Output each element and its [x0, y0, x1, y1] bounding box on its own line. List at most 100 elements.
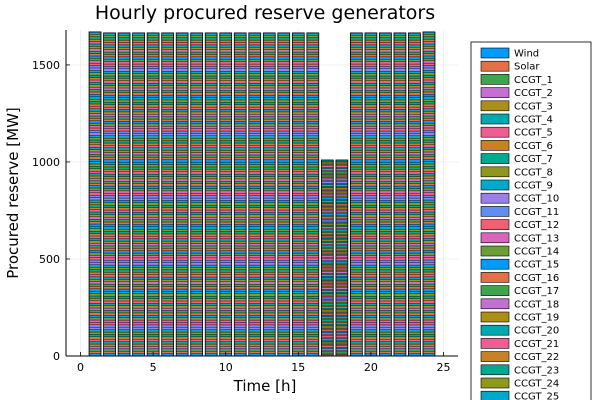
bar-segment	[205, 288, 218, 292]
bar-segment	[306, 267, 319, 271]
bar-segment	[364, 154, 378, 158]
bar-segment	[408, 274, 421, 278]
bar-segment	[393, 202, 407, 206]
bar-segment	[321, 267, 334, 270]
y-tick-label: 0	[53, 350, 60, 363]
bar-segment	[161, 300, 174, 304]
bar-segment	[234, 298, 247, 302]
bar-segment	[292, 322, 305, 326]
bar-segment	[321, 191, 334, 194]
bar-segment	[103, 245, 116, 249]
bar-segment	[422, 202, 436, 205]
bar-segment	[350, 351, 363, 354]
bar-segment	[117, 315, 131, 318]
bar-segment	[379, 226, 392, 230]
bar-segment	[117, 248, 131, 251]
bar-segment	[263, 102, 276, 105]
bar-segment	[132, 118, 145, 122]
legend: WindSolarCCGT_1CCGT_2CCGT_3CCGT_4CCGT_5C…	[470, 41, 592, 400]
bar-segment	[146, 126, 160, 129]
bar-segment	[364, 135, 378, 139]
bar-segment	[292, 305, 305, 309]
bar-segment	[408, 176, 421, 180]
bar-segment	[364, 102, 378, 105]
bar-segment	[379, 221, 392, 225]
bar-segment	[364, 94, 378, 98]
bar-segment	[146, 188, 160, 192]
bar-segment	[161, 157, 174, 160]
bar-segment	[306, 312, 319, 316]
bar-segment	[379, 99, 392, 103]
bar-segment	[88, 324, 102, 328]
bar-segment	[161, 75, 174, 79]
bar-segment	[422, 139, 436, 143]
bar-segment	[234, 114, 247, 117]
bar-segment	[176, 71, 189, 74]
bar-segment	[379, 147, 392, 151]
bar-segment	[422, 173, 436, 177]
bar-segment	[292, 97, 305, 101]
bar-segment	[321, 270, 334, 272]
bar-segment	[335, 273, 348, 275]
bar-segment	[88, 250, 102, 253]
bar-segment	[263, 255, 276, 259]
bar-segment	[263, 118, 276, 122]
bar-segment	[393, 138, 407, 141]
bar-segment	[364, 327, 378, 330]
bar-segment	[88, 303, 102, 306]
bar-segment	[364, 150, 378, 153]
bar-segment	[306, 334, 319, 338]
bar-segment	[408, 200, 421, 204]
bar-segment	[117, 264, 131, 268]
bar-segment	[408, 197, 421, 201]
bar-segment	[190, 61, 203, 65]
bar-segment	[364, 49, 378, 53]
bar-segment	[248, 293, 261, 297]
bar-segment	[408, 334, 421, 338]
bar-segment	[88, 262, 102, 265]
bar-segment	[88, 298, 102, 301]
bar-segment	[292, 329, 305, 333]
bar-segment	[263, 59, 276, 62]
bar-segment	[292, 300, 305, 304]
bar-segment	[103, 336, 116, 340]
bar-segment	[205, 78, 218, 81]
bar-segment	[408, 130, 421, 134]
legend-swatch	[480, 60, 510, 72]
bar-segment	[408, 240, 421, 244]
bar-segment	[132, 346, 145, 349]
bar-segment	[350, 281, 363, 285]
bar-segment	[248, 140, 261, 144]
bar-segment	[190, 252, 203, 256]
bar-segment	[205, 238, 218, 242]
bar-segment	[292, 207, 305, 211]
bar-segment	[321, 168, 334, 171]
bar-segment	[335, 168, 348, 171]
bar-segment	[408, 212, 421, 215]
bar-segment	[364, 252, 378, 256]
bar-segment	[393, 94, 407, 98]
bar-segment	[88, 94, 102, 97]
bar-segment	[335, 236, 348, 239]
bar-segment	[117, 176, 131, 180]
bar-segment	[364, 195, 378, 199]
legend-label: CCGT_6	[514, 141, 553, 152]
bar-segment	[422, 322, 436, 325]
bar-segment	[306, 257, 319, 261]
bar-segment	[393, 217, 407, 220]
bar-segment	[379, 324, 392, 328]
bar-segment	[277, 224, 290, 227]
bar-segment	[364, 118, 378, 122]
bar-segment	[335, 251, 348, 254]
bar-segment	[350, 140, 363, 144]
bar-segment	[161, 286, 174, 290]
bar-segment	[422, 175, 436, 179]
bar-segment	[350, 262, 363, 266]
bar-segment	[408, 307, 421, 311]
bar-segment	[335, 348, 348, 351]
bar-segment	[393, 329, 407, 333]
bar-segment	[393, 300, 407, 304]
bar-segment	[176, 154, 189, 158]
bar-segment	[379, 181, 392, 184]
bar-segment	[176, 188, 189, 192]
